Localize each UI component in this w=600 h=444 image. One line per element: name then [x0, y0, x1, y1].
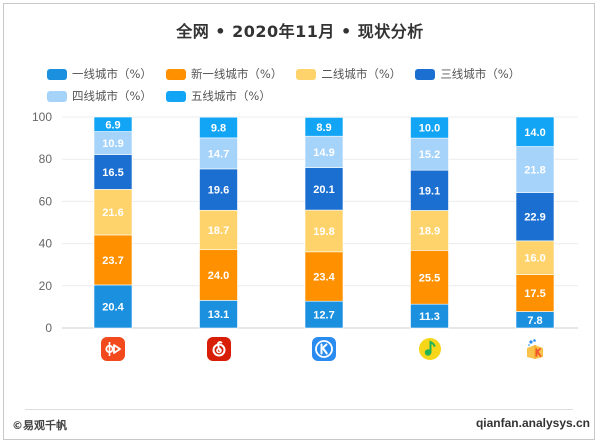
data-label: 19.1	[419, 185, 440, 197]
kuaiyin-app-icon	[101, 337, 125, 361]
legend-label: 一线城市（%）	[72, 67, 152, 81]
bar-segment	[199, 249, 238, 301]
data-label: 19.8	[313, 226, 334, 238]
bar-segment	[199, 116, 238, 139]
y-tick-label: 40	[39, 237, 53, 251]
legend-item-tier4[interactable]: 四线城市（%）	[47, 88, 152, 104]
legend-row-1: 一线城市（%） 新一线城市（%） 二线城市（%） 三线城市（%）	[47, 63, 567, 85]
data-label: 10.0	[419, 123, 440, 135]
data-label: 14.7	[208, 148, 229, 160]
bar-segment	[410, 137, 449, 171]
bar-segment	[199, 137, 238, 170]
legend-item-tier2[interactable]: 二线城市（%）	[296, 66, 401, 82]
bar-segment	[304, 209, 344, 253]
legend-swatch	[415, 68, 436, 80]
bar-segment	[515, 240, 555, 275]
bar-segment	[93, 116, 133, 132]
data-label: 16.5	[102, 167, 123, 179]
bar-segment	[410, 169, 449, 211]
data-label: 19.6	[208, 185, 229, 197]
bar-segment	[304, 251, 344, 302]
data-label: 7.8	[527, 315, 542, 327]
data-label: 18.9	[419, 225, 440, 237]
bar-segment	[410, 116, 449, 139]
legend-item-new-tier1[interactable]: 新一线城市（%）	[165, 66, 283, 82]
data-label: 11.3	[419, 311, 440, 323]
bar-segment	[304, 135, 344, 168]
data-label: 14.9	[313, 147, 334, 159]
chart-title: 全网 • 2020年11月 • 现状分析	[176, 22, 424, 41]
data-label: 21.8	[524, 165, 545, 177]
data-label: 22.9	[524, 212, 545, 224]
footer-divider	[25, 409, 573, 410]
data-label: 25.5	[419, 272, 440, 284]
legend-swatch	[165, 68, 186, 80]
bar-segment	[199, 209, 238, 251]
data-label: 20.1	[313, 184, 334, 196]
legend-label: 新一线城市（%）	[190, 67, 283, 81]
data-label: 23.4	[313, 272, 335, 284]
bar-segment	[304, 300, 344, 329]
legend-row-2: 四线城市（%） 五线城市（%）	[47, 85, 567, 107]
data-label: 14.0	[524, 127, 545, 139]
data-label: 15.2	[419, 149, 440, 161]
data-label: 10.9	[102, 138, 123, 150]
source-url[interactable]: qianfan.analysys.cn	[475, 416, 590, 430]
netease-cloud-music-app-icon	[206, 337, 231, 361]
data-label: 17.5	[524, 288, 545, 300]
bar-segment	[515, 146, 555, 193]
legend-swatch	[47, 90, 67, 102]
legend-label: 四线城市（%）	[72, 89, 152, 103]
bar-segment	[515, 116, 555, 147]
bar-segment	[304, 117, 344, 137]
data-label: 6.9	[105, 119, 120, 131]
y-tick-label: 80	[39, 152, 53, 166]
legend-swatch	[165, 90, 186, 102]
data-label: 9.8	[211, 123, 226, 135]
bar-segment	[410, 250, 449, 305]
data-label: 23.7	[102, 255, 123, 267]
y-tick-label: 20	[39, 279, 53, 293]
bar-segment	[410, 210, 449, 251]
bar-segment	[199, 300, 238, 329]
data-label: 16.0	[524, 253, 545, 265]
kugou-music-app-icon	[312, 337, 336, 361]
legend-label: 二线城市（%）	[321, 67, 402, 81]
bar-segment	[515, 192, 555, 242]
bar-segment	[93, 284, 133, 329]
data-label: 13.1	[208, 309, 229, 321]
data-label: 12.7	[313, 310, 334, 322]
bar-segment	[93, 234, 133, 286]
data-label: 24.0	[208, 270, 229, 282]
legend-label: 五线城市（%）	[190, 89, 271, 103]
data-label: 18.7	[208, 225, 229, 237]
data-label: 20.4	[102, 301, 124, 313]
legend-item-tier1[interactable]: 一线城市（%）	[47, 66, 152, 82]
y-tick-label: 100	[32, 110, 52, 124]
legend-swatch	[47, 68, 67, 80]
qq-music-app-icon	[418, 337, 442, 361]
y-tick-label: 60	[39, 194, 53, 208]
legend-item-tier5[interactable]: 五线城市（%）	[165, 88, 271, 104]
data-label: 8.9	[316, 122, 331, 134]
legend-item-tier3[interactable]: 三线城市（%）	[415, 66, 520, 82]
bar-segment	[515, 274, 555, 312]
kuwo-music-app-icon	[523, 337, 547, 361]
bar-segment	[304, 167, 344, 211]
legend: 一线城市（%） 新一线城市（%） 二线城市（%） 三线城市（%） 四线城市（%）…	[47, 63, 567, 107]
data-label: 21.6	[102, 207, 123, 219]
legend-swatch	[296, 68, 317, 80]
copyright-text: ©易观千帆	[12, 419, 67, 432]
legend-label: 三线城市（%）	[440, 67, 521, 81]
y-tick-label: 0	[45, 321, 52, 335]
